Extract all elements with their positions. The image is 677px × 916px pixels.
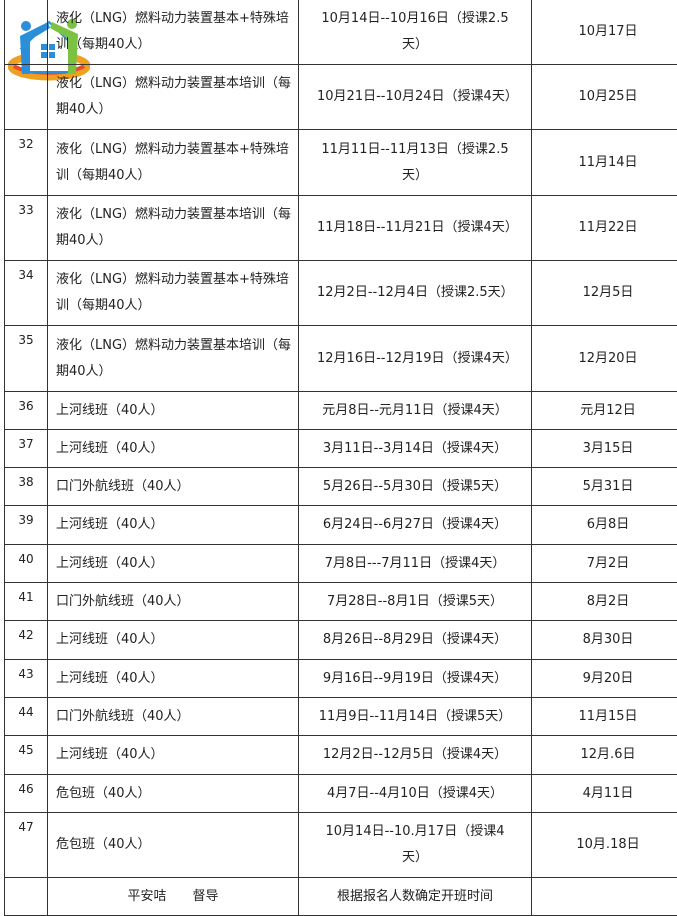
start-date: 元月12日 [531, 391, 677, 430]
course-dates: 10月14日--10.月17日（授课4天） [298, 812, 532, 878]
footer-name: 平安咭 督导 [47, 877, 299, 916]
table-row: 36 上河线班（40人） 元月8日--元月11日（授课4天） 元月12日 [4, 391, 677, 430]
footer-note: 根据报名人数确定开班时间 [298, 877, 532, 916]
course-dates: 12月2日--12月5日（授课4天） [298, 735, 532, 775]
row-number: 36 [4, 391, 48, 430]
course-name: 危包班（40人） [47, 774, 299, 813]
course-dates: 6月24日--6月27日（授课4天） [298, 505, 532, 545]
course-dates: 11月9日--11月14日（授课5天） [298, 697, 532, 736]
course-name: 上河线班（40人） [47, 544, 299, 583]
footer-start [531, 877, 677, 916]
training-schedule-table: 液化（LNG）燃料动力装置基本+特殊培训（每期40人） 10月14日--10月16… [4, 0, 677, 916]
course-name: 口门外航线班（40人） [47, 697, 299, 736]
row-number: 39 [4, 505, 48, 545]
table-row: 液化（LNG）燃料动力装置基本+特殊培训（每期40人） 10月14日--10月16… [4, 0, 677, 65]
course-dates: 12月2日--12月4日（授课2.5天） [298, 260, 532, 326]
course-name: 口门外航线班（40人） [47, 467, 299, 506]
row-number: 38 [4, 467, 48, 506]
course-name: 上河线班（40人） [47, 659, 299, 698]
row-number: 41 [4, 582, 48, 621]
start-date: 10月.18日 [531, 812, 677, 878]
course-dates: 7月28日--8月1日（授课5天） [298, 582, 532, 621]
table-row: 44 口门外航线班（40人） 11月9日--11月14日（授课5天） 11月15日 [4, 697, 677, 736]
start-date: 11月15日 [531, 697, 677, 736]
footer-row: 平安咭 督导 根据报名人数确定开班时间 [4, 877, 677, 916]
row-number: 35 [4, 325, 48, 392]
table-row: 37 上河线班（40人） 3月11日--3月14日（授课4天） 3月15日 [4, 429, 677, 468]
course-name: 液化（LNG）燃料动力装置基本+特殊培训（每期40人） [47, 260, 299, 326]
course-name: 液化（LNG）燃料动力装置基本培训（每期40人） [47, 195, 299, 261]
table-row: 35 液化（LNG）燃料动力装置基本培训（每期40人） 12月16日--12月19日… [4, 325, 677, 392]
start-date: 4月11日 [531, 774, 677, 813]
table-row: 33 液化（LNG）燃料动力装置基本培训（每期40人） 11月18日--11月21日… [4, 195, 677, 261]
course-dates: 元月8日--元月11日（授课4天） [298, 391, 532, 430]
table-row: 46 危包班（40人） 4月7日--4月10日（授课4天） 4月11日 [4, 774, 677, 813]
table-row: 42 上河线班（40人） 8月26日--8月29日（授课4天） 8月30日 [4, 620, 677, 660]
row-number: 42 [4, 620, 48, 660]
course-dates: 11月11日--11月13日（授课2.5天） [298, 129, 532, 196]
row-number: 46 [4, 774, 48, 813]
course-name: 危包班（40人） [47, 812, 299, 878]
start-date: 12月.6日 [531, 735, 677, 775]
row-number: 45 [4, 735, 48, 775]
row-number: 34 [4, 260, 48, 326]
table-row: 47 危包班（40人） 10月14日--10.月17日（授课4天） 10月.18日 [4, 812, 677, 878]
row-number [4, 0, 48, 65]
course-name: 上河线班（40人） [47, 735, 299, 775]
course-dates: 10月14日--10月16日（授课2.5天） [298, 0, 532, 65]
course-dates: 11月18日--11月21日（授课4天） [298, 195, 532, 261]
table-row: 41 口门外航线班（40人） 7月28日--8月1日（授课5天） 8月2日 [4, 582, 677, 621]
course-name: 液化（LNG）燃料动力装置基本+特殊培训（每期40人） [47, 129, 299, 196]
start-date: 10月17日 [531, 0, 677, 65]
course-name: 上河线班（40人） [47, 505, 299, 545]
table-row: 43 上河线班（40人） 9月16日--9月19日（授课4天） 9月20日 [4, 659, 677, 698]
course-name: 上河线班（40人） [47, 620, 299, 660]
start-date: 7月2日 [531, 544, 677, 583]
start-date: 5月31日 [531, 467, 677, 506]
table-row: 38 口门外航线班（40人） 5月26日--5月30日（授课5天） 5月31日 [4, 467, 677, 506]
course-dates: 3月11日--3月14日（授课4天） [298, 429, 532, 468]
table-row: 45 上河线班（40人） 12月2日--12月5日（授课4天） 12月.6日 [4, 735, 677, 775]
course-dates: 5月26日--5月30日（授课5天） [298, 467, 532, 506]
row-number: 44 [4, 697, 48, 736]
start-date: 3月15日 [531, 429, 677, 468]
start-date: 8月2日 [531, 582, 677, 621]
course-name: 上河线班（40人） [47, 391, 299, 430]
start-date: 12月5日 [531, 260, 677, 326]
course-dates: 8月26日--8月29日（授课4天） [298, 620, 532, 660]
table-row: 32 液化（LNG）燃料动力装置基本+特殊培训（每期40人） 11月11日--11月… [4, 129, 677, 196]
start-date: 8月30日 [531, 620, 677, 660]
course-dates: 10月21日--10月24日（授课4天） [298, 64, 532, 130]
row-number: 47 [4, 812, 48, 878]
row-number: 43 [4, 659, 48, 698]
row-number: 37 [4, 429, 48, 468]
course-name: 口门外航线班（40人） [47, 582, 299, 621]
start-date: 10月25日 [531, 64, 677, 130]
course-name: 液化（LNG）燃料动力装置基本培训（每期40人） [47, 325, 299, 392]
start-date: 6月8日 [531, 505, 677, 545]
row-number: 32 [4, 129, 48, 196]
start-date: 9月20日 [531, 659, 677, 698]
table-row: 40 上河线班（40人） 7月8日---7月11日（授课4天） 7月2日 [4, 544, 677, 583]
course-dates: 4月7日--4月10日（授课4天） [298, 774, 532, 813]
course-name: 上河线班（40人） [47, 429, 299, 468]
row-number [4, 64, 48, 130]
table-row: 液化（LNG）燃料动力装置基本培训（每期40人） 10月21日--10月24日（授… [4, 64, 677, 130]
course-dates: 9月16日--9月19日（授课4天） [298, 659, 532, 698]
table-row: 34 液化（LNG）燃料动力装置基本+特殊培训（每期40人） 12月2日--12月4… [4, 260, 677, 326]
row-number: 33 [4, 195, 48, 261]
table-row: 39 上河线班（40人） 6月24日--6月27日（授课4天） 6月8日 [4, 505, 677, 545]
course-name: 液化（LNG）燃料动力装置基本+特殊培训（每期40人） [47, 0, 299, 65]
course-dates: 12月16日--12月19日（授课4天） [298, 325, 532, 392]
start-date: 11月14日 [531, 129, 677, 196]
course-name: 液化（LNG）燃料动力装置基本培训（每期40人） [47, 64, 299, 130]
course-dates: 7月8日---7月11日（授课4天） [298, 544, 532, 583]
row-number: 40 [4, 544, 48, 583]
start-date: 12月20日 [531, 325, 677, 392]
start-date: 11月22日 [531, 195, 677, 261]
footer-number [4, 877, 48, 916]
